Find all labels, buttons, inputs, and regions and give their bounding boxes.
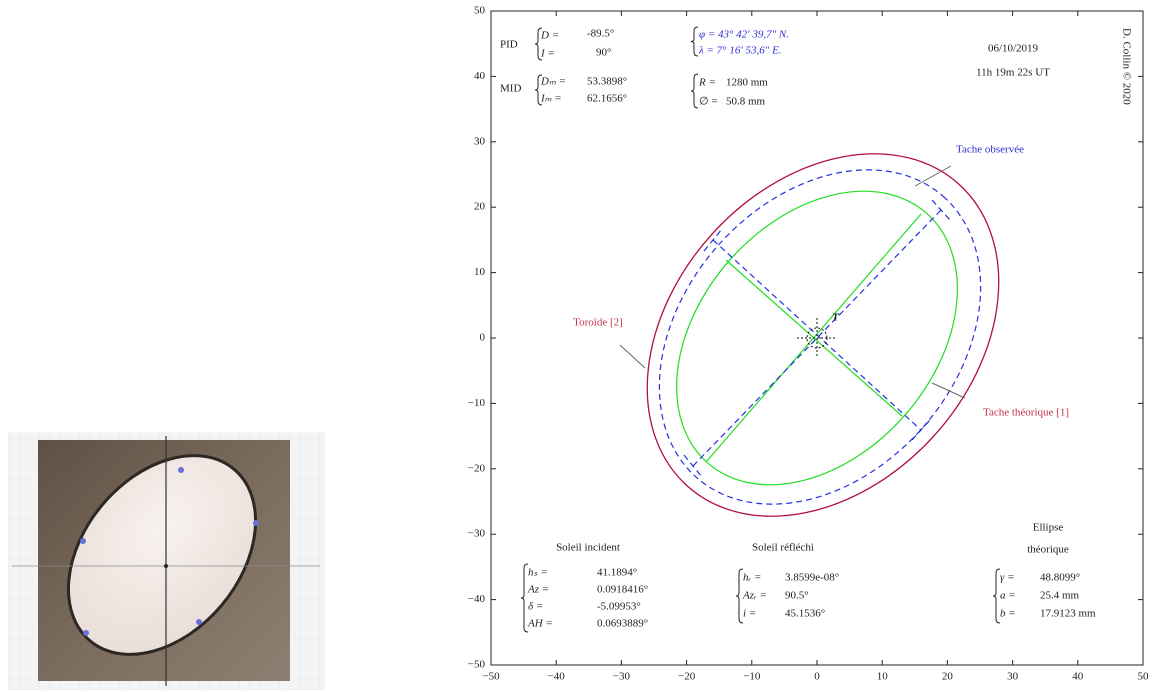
mid-i-value: 62.1656° (587, 93, 627, 105)
x-tick-label: 20 (942, 671, 954, 683)
longitude: λ = 7° 16′ 53,6″ E. (698, 45, 782, 57)
date: 06/10/2019 (988, 43, 1039, 55)
mirror-r: R = (698, 77, 716, 89)
x-tick-label: −40 (548, 671, 566, 683)
toroid-label: Toroïde [2] (573, 317, 623, 329)
x-tick-label: 0 (814, 671, 820, 683)
reflected-param: Azᵣ = (742, 590, 767, 602)
latitude: φ = 43° 42′ 39,7″ N. (699, 29, 789, 41)
observed-label: Tache observée (956, 144, 1024, 156)
x-tick-label: 30 (1007, 671, 1019, 683)
x-tick-label: −20 (678, 671, 696, 683)
y-tick-label: 10 (474, 266, 486, 278)
reflected-title: Soleil réfléchi (752, 542, 814, 554)
incident-param-value: 0.0693889° (597, 618, 648, 630)
y-tick-label: 0 (480, 332, 486, 344)
theoretical-label: Tache théorique [1] (983, 407, 1069, 419)
x-tick-label: −30 (613, 671, 631, 683)
brace (691, 74, 698, 108)
y-tick-label: 20 (474, 201, 486, 213)
y-tick-label: 50 (474, 5, 486, 17)
spots (576, 84, 1071, 586)
incident-param: hₛ = (528, 567, 548, 579)
ellipse-param: b = (1000, 608, 1016, 620)
ellipse-param: a = (1000, 590, 1016, 602)
y-tick-label: 40 (474, 70, 486, 82)
ellipse-title: théorique (1027, 544, 1069, 556)
reflected-param: hᵣ = (743, 572, 761, 584)
page: −50 −40 −30 −20 −10 0 10 20 30 40 50 −50 −40 −30 −20 −1… (0, 0, 1152, 692)
y-tick-label: −40 (468, 593, 486, 605)
brace (691, 27, 698, 56)
ellipse-param: γ = (1000, 572, 1015, 584)
y-tick-label: −50 (468, 659, 486, 671)
pid-i-value: 90° (596, 47, 611, 59)
toroid-ellipse (576, 84, 1071, 586)
mid-label: MID (500, 83, 521, 95)
pid-i: I = (540, 48, 555, 60)
y-tick-label: −30 (468, 528, 486, 540)
mid-d: Dₘ = (540, 76, 566, 88)
pid-d-value: -89.5° (587, 28, 614, 40)
mirror-r-value: 1280 mm (726, 77, 768, 89)
x-tick-label: 40 (1072, 671, 1084, 683)
incident-param: Az = (527, 584, 549, 596)
mid-d-value: 53.3898° (587, 76, 627, 88)
y-tick-label: −20 (468, 462, 486, 474)
brace (521, 564, 528, 632)
reflected-param-value: 3.8599e-08° (785, 572, 839, 584)
ellipse-param-value: 48.8099° (1040, 572, 1080, 584)
x-tick-label: 50 (1138, 671, 1150, 683)
ellipse-param-value: 17.9123 mm (1040, 608, 1096, 620)
x-tick-label: 10 (877, 671, 889, 683)
pid-d: D = (540, 30, 559, 42)
pid-label: PID (500, 39, 518, 51)
credit: D. Collin © 2020 (1120, 28, 1132, 105)
incident-param-value: 0.0918416° (597, 584, 648, 596)
photo (8, 419, 325, 691)
incident-param-value: -5.09953° (597, 601, 641, 613)
reflected-param-value: 90.5° (785, 590, 809, 602)
time: 11h 19m 22s UT (976, 67, 1050, 79)
incident-param: δ = (528, 601, 543, 613)
ellipse-title: Ellipse (1033, 522, 1064, 534)
brace (993, 569, 1000, 623)
incident-param-value: 41.1894° (597, 567, 637, 579)
mirror-diam: ∅ = (699, 96, 718, 108)
brace (736, 569, 743, 623)
x-tick-label: −50 (482, 671, 500, 683)
reflected-param: i = (743, 608, 756, 620)
incident-title: Soleil incident (556, 542, 620, 554)
reflected-param-value: 45.1536° (785, 608, 825, 620)
mid-i: Iₘ = (540, 93, 562, 105)
y-tick-label: 30 (474, 135, 486, 147)
target-label: T (832, 312, 840, 324)
ellipse-param-value: 25.4 mm (1040, 590, 1080, 602)
parameter-rows: hₛ = 41.1894° Az = 0.0918416° δ = -5.09953° AH… (527, 567, 1096, 630)
incident-param: AH = (527, 618, 553, 630)
mirror-diam-value: 50.8 mm (726, 96, 766, 108)
x-tick-label: −10 (743, 671, 761, 683)
y-tick-label: −10 (468, 397, 486, 409)
